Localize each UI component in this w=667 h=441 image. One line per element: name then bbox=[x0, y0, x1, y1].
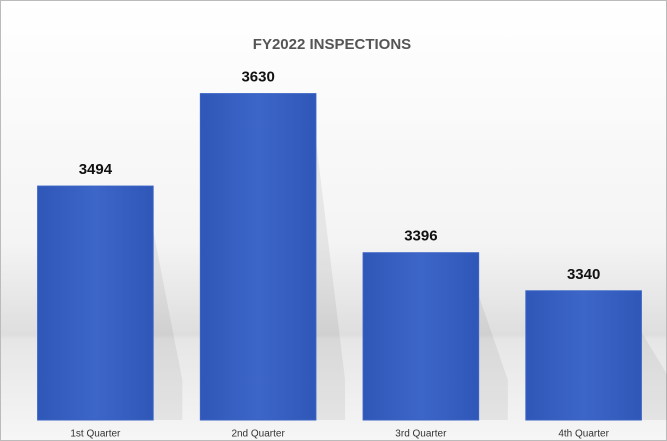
chart-title: FY2022 INSPECTIONS bbox=[253, 36, 411, 53]
data-label: 3630 bbox=[241, 69, 274, 86]
x-tick-label: 4th Quarter bbox=[558, 429, 609, 440]
bar bbox=[525, 290, 642, 421]
bar bbox=[37, 185, 154, 421]
bar bbox=[362, 252, 480, 421]
bar-shadow bbox=[152, 226, 183, 420]
data-label: 3340 bbox=[567, 266, 600, 283]
bar-shadow bbox=[640, 330, 667, 420]
x-tick-label: 1st Quarter bbox=[70, 429, 121, 440]
x-tick-label: 2nd Quarter bbox=[231, 429, 285, 440]
bar bbox=[199, 93, 317, 421]
x-tick-label: 3rd Quarter bbox=[395, 429, 447, 440]
data-label: 3396 bbox=[404, 228, 437, 245]
bar-shadow bbox=[477, 292, 508, 420]
bar-shadow bbox=[315, 133, 346, 420]
data-label: 3494 bbox=[79, 161, 113, 178]
